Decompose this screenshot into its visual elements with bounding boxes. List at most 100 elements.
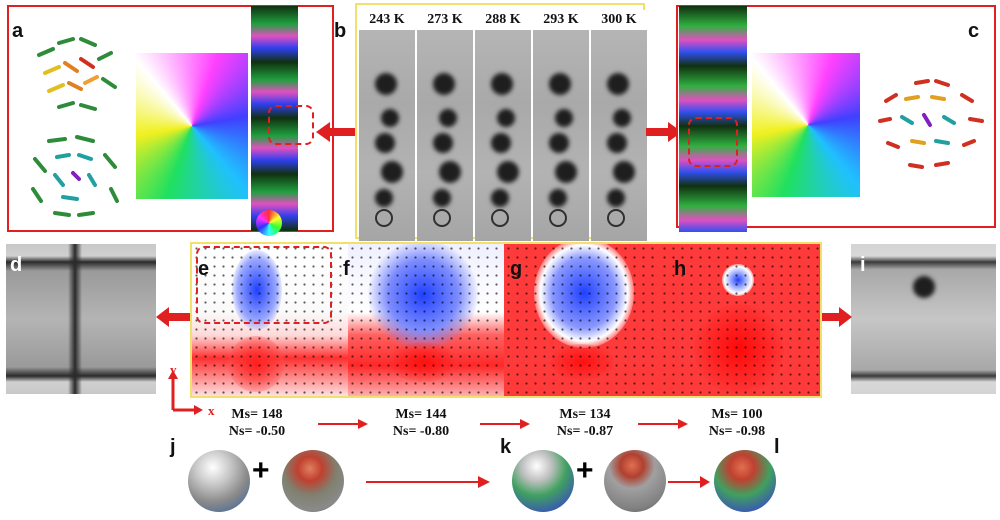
temperature-label: 288 K [475, 10, 531, 30]
arrow-right-to-c [646, 122, 682, 142]
skyrmion-dot [491, 189, 509, 207]
ltem-strip-0: 243 K [359, 10, 415, 241]
magnetization-color-map-a [136, 53, 248, 199]
arrow-right-to-i [822, 307, 852, 327]
stats-e: Ms= 148 Ns= -0.50 [212, 406, 302, 440]
ns-value-e: Ns= -0.50 [228, 424, 286, 439]
color-wheel-icon [256, 210, 282, 236]
panel-label-i: i [860, 254, 866, 276]
panel-f-sim [348, 244, 504, 396]
skyrmion-dot [607, 73, 629, 95]
skyrmion-dot [439, 161, 461, 183]
skyrmion-dot [497, 109, 515, 127]
sphere-j-grey [188, 450, 250, 512]
arrow-k-to-l [668, 476, 710, 488]
skyrmion-dot [433, 73, 455, 95]
arrow-stats-1 [318, 419, 368, 429]
ring-feature [491, 209, 509, 227]
spin-vector-cluster-top [37, 37, 117, 111]
ms-value-g: Ms= 134 [559, 407, 611, 422]
skyrmion-dot [439, 109, 457, 127]
panel-label-j: j [170, 436, 176, 458]
panel-e-sim [192, 244, 348, 396]
highlight-dashbox-right [688, 117, 738, 167]
axes-indicator [168, 370, 203, 415]
arrow-field-h [660, 244, 820, 396]
skyrmion-dot [497, 161, 519, 183]
panel-label-e: e [198, 258, 210, 280]
panel-label-h: h [674, 258, 687, 280]
ms-value-h: Ms= 100 [711, 407, 763, 422]
ltem-strip-4: 300 K [591, 10, 647, 241]
skyrmion-dot [549, 189, 567, 207]
arrow-stats-3 [638, 419, 688, 429]
skyrmion-dot [607, 133, 627, 153]
ring-feature [375, 209, 393, 227]
sphere-j-spins [282, 450, 344, 512]
skyrmion-dot [607, 189, 625, 207]
skyrmion-dot [549, 133, 569, 153]
temperature-label: 243 K [359, 10, 415, 30]
stats-h: Ms= 100 Ns= -0.98 [692, 406, 782, 440]
panel-label-k: k [500, 436, 512, 458]
plus-sign-2: + [576, 454, 594, 487]
panel-g-sim [504, 244, 660, 396]
arrow-field-f [348, 244, 504, 396]
arrow-field-g [504, 244, 660, 396]
ring-feature [607, 209, 625, 227]
ring-feature [433, 209, 451, 227]
panel-label-c: c [968, 20, 980, 42]
arrow-stats-2 [480, 419, 530, 429]
panel-i-image [851, 244, 996, 394]
panel-label-l: l [774, 436, 780, 458]
skyrmion-dot [491, 73, 513, 95]
skyrmion-dot [549, 73, 571, 95]
skyrmion-dot [433, 189, 451, 207]
sphere-k-spins [512, 450, 574, 512]
temperature-label: 273 K [417, 10, 473, 30]
magnetization-color-map-c [752, 53, 860, 197]
ns-value-f: Ns= -0.80 [392, 424, 450, 439]
skyrmion-dot [375, 189, 393, 207]
ring-feature [549, 209, 567, 227]
panel-label-g: g [510, 258, 523, 280]
skyrmion-dot [613, 109, 631, 127]
ns-value-h: Ns= -0.98 [708, 424, 766, 439]
temperature-label: 293 K [533, 10, 589, 30]
axis-label-x: x [208, 403, 215, 418]
highlight-dashbox-left [268, 105, 314, 145]
skyrmion-dot [491, 133, 511, 153]
ltem-strip-2: 288 K [475, 10, 531, 241]
arrow-field-e [192, 244, 348, 396]
stats-g: Ms= 134 Ns= -0.87 [540, 406, 630, 440]
skyrmion-dot-i [913, 276, 935, 298]
panel-h-sim [660, 244, 820, 396]
panel-d-image [6, 244, 156, 394]
plus-sign-1: + [252, 454, 270, 487]
ms-value-e: Ms= 148 [231, 407, 283, 422]
domain-wall-line [68, 244, 82, 394]
arrow-left-to-d [156, 307, 190, 327]
skyrmion-dot [381, 161, 403, 183]
temperature-label: 300 K [591, 10, 647, 30]
panel-label-a: a [12, 20, 24, 42]
skyrmion-dot [613, 161, 635, 183]
ns-value-g: Ns= -0.87 [556, 424, 614, 439]
ltem-strip-1: 273 K [417, 10, 473, 241]
ms-value-f: Ms= 144 [395, 407, 447, 422]
highlight-dashbox-e [196, 246, 332, 324]
sphere-k-grey [604, 450, 666, 512]
sphere-l-spins [714, 450, 776, 512]
arrow-left-from-b [316, 122, 356, 142]
skyrmion-dot [375, 133, 395, 153]
vertical-strip-left [251, 6, 298, 231]
skyrmion-dot [555, 161, 577, 183]
skyrmion-dot [433, 133, 453, 153]
panel-label-d: d [10, 254, 23, 276]
spin-vector-cluster-c [878, 79, 984, 169]
stats-f: Ms= 144 Ns= -0.80 [376, 406, 466, 440]
axis-label-y: y [170, 362, 177, 377]
panel-b-box: 243 K 273 K 288 K 293 K 300 K [355, 3, 647, 241]
arrow-j-to-k [366, 476, 490, 488]
skyrmion-dot [555, 109, 573, 127]
